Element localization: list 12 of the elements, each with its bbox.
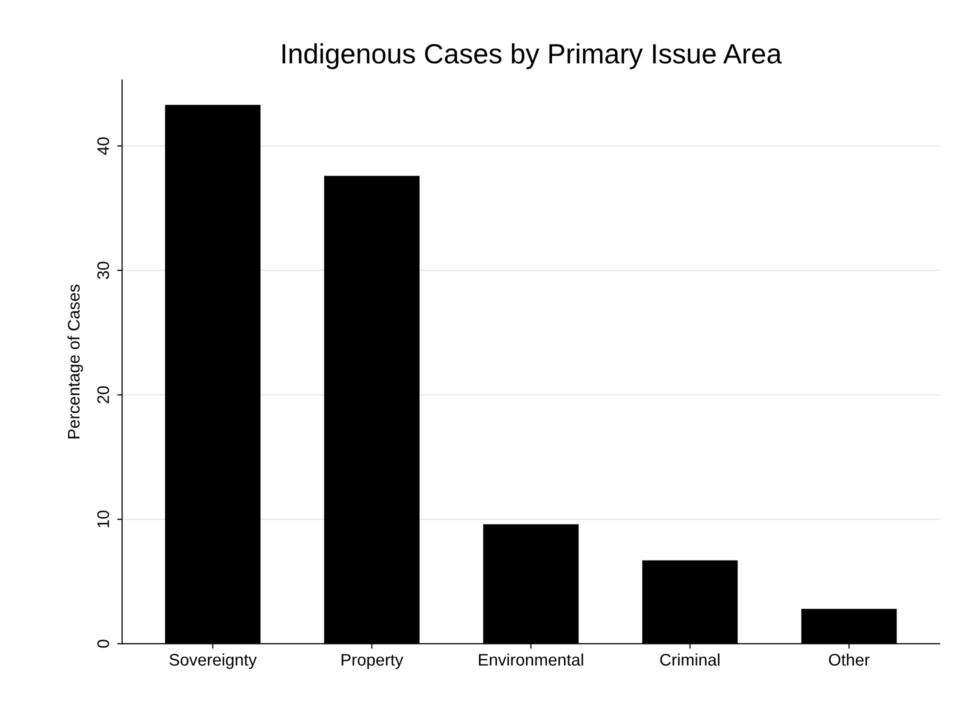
y-tick-label: 10 — [97, 510, 110, 528]
y-tick-label: 0 — [97, 640, 110, 648]
x-tick-label: Criminal — [660, 653, 720, 666]
x-tick-label: Property — [342, 654, 404, 669]
chart-title: Indigenous Cases by Primary Issue Area — [282, 43, 782, 70]
y-tick-label: 40 — [97, 137, 110, 155]
y-tick-label: 30 — [97, 262, 110, 280]
x-tick-label: Sovereignty — [170, 653, 257, 669]
x-tick-label: Environmental — [479, 653, 584, 666]
x-tick-label: Other — [828, 653, 870, 666]
y-tick-label: 20 — [97, 386, 110, 404]
y-axis-title: Percentage of Cases — [67, 284, 83, 438]
